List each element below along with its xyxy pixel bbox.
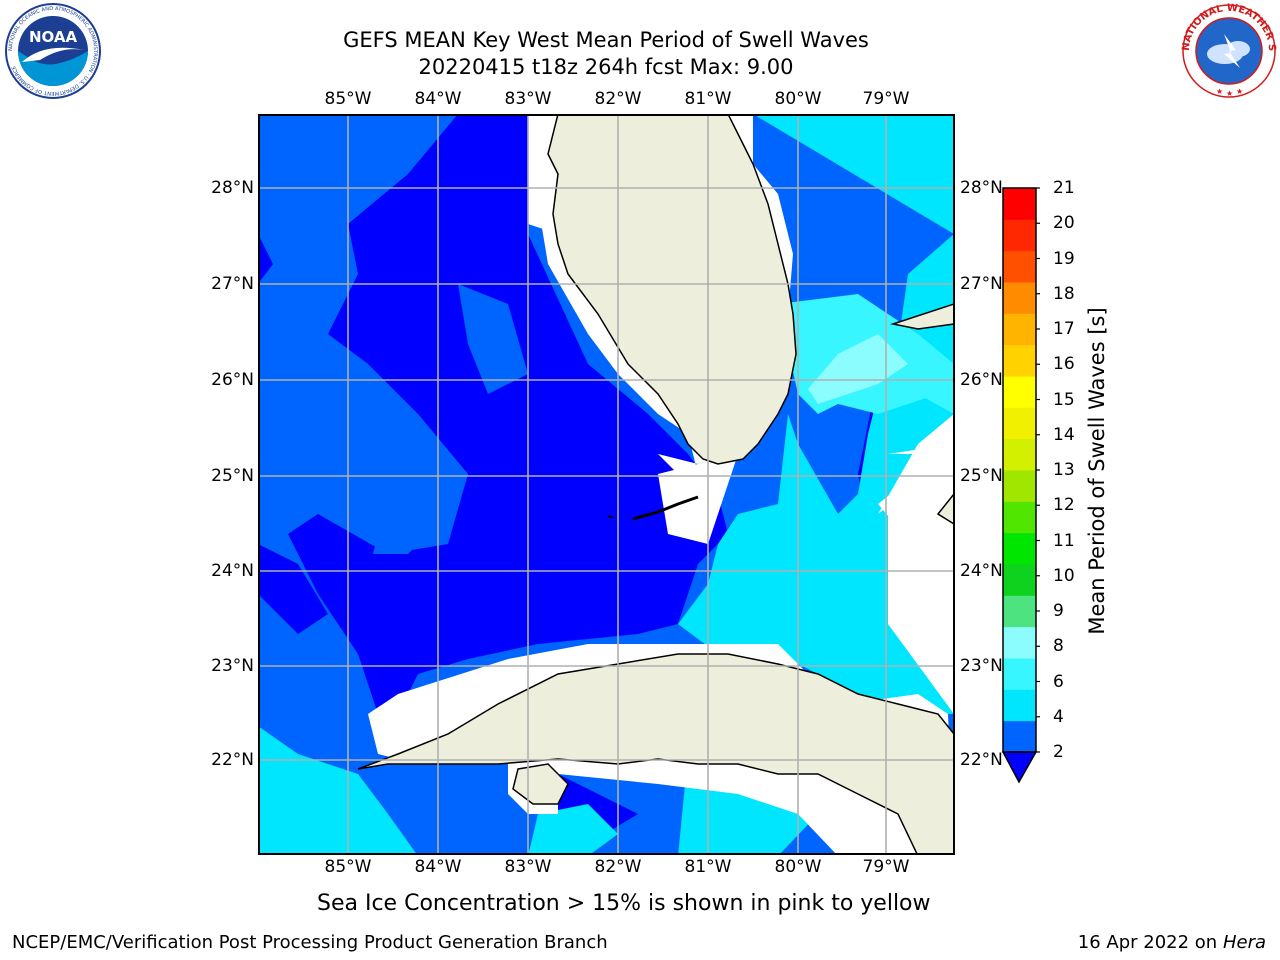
cuba-land — [357, 653, 954, 854]
colorbar-tick-label: 21 — [1053, 178, 1075, 198]
footer-host: Hera — [1222, 932, 1266, 953]
lat-label-left: 26°N — [211, 370, 254, 390]
colorbar-segment — [1003, 564, 1036, 596]
svg-text:★: ★ — [1226, 89, 1233, 98]
svg-text:★: ★ — [1216, 87, 1223, 96]
colorbar-segment — [1003, 344, 1036, 377]
lat-label-left: 27°N — [211, 274, 254, 294]
svg-text:★: ★ — [1236, 87, 1243, 96]
colorbar-segment — [1003, 250, 1036, 283]
colorbar-tick-label: 19 — [1053, 248, 1075, 269]
colorbar-tick-label: 15 — [1053, 389, 1075, 410]
lat-label-left: 25°N — [211, 466, 254, 486]
colorbar-segment — [1003, 282, 1036, 314]
nws-logo-icon: NATIONAL WEATHER SERVICE ★ ★ ★ — [1180, 2, 1277, 98]
colorbar-segment — [1003, 501, 1036, 534]
lon-label-bottom: 83°W — [504, 857, 552, 877]
colorbar-tick-label: 9 — [1053, 601, 1064, 621]
lat-label-right: 22°N — [960, 750, 1003, 770]
ocean-field-8-9s — [808, 334, 908, 404]
colorbar-tick-label: 16 — [1053, 354, 1075, 375]
colorbar-tick-label: 10 — [1053, 565, 1075, 586]
map-frame — [258, 114, 955, 855]
colorbar-segment — [1003, 407, 1036, 440]
lat-label-right: 24°N — [960, 561, 1003, 581]
lat-label-right: 28°N — [960, 178, 1003, 198]
colorbar-tick-label: 8 — [1053, 636, 1064, 657]
colorbar-segment — [1003, 720, 1036, 753]
lon-label-bottom: 81°W — [684, 857, 732, 877]
colorbar-segment — [1003, 470, 1036, 502]
colorbar-tick-label: 12 — [1053, 495, 1075, 516]
colorbar-tick-label: 18 — [1053, 283, 1075, 304]
lon-label-top: 85°W — [324, 89, 372, 109]
colorbar-tick-label: 17 — [1053, 319, 1075, 339]
lon-label-bottom: 80°W — [774, 857, 822, 877]
lon-label-top: 81°W — [684, 89, 732, 109]
colorbar-segment — [1003, 689, 1036, 722]
ocean-field-4-6s — [678, 115, 954, 714]
noaa-logo-icon: NOAA NATIONAL OCEANIC AND ATMOSPHERIC AD… — [5, 3, 101, 99]
colorbar-segment — [1003, 532, 1036, 565]
lat-label-right: 26°N — [960, 370, 1003, 390]
lon-label-bottom: 84°W — [414, 857, 462, 877]
colorbar-tick-label: 4 — [1053, 706, 1064, 727]
colorbar — [1001, 187, 1040, 784]
colorbar-segment — [1003, 658, 1036, 690]
colorbar-label: Mean Period of Swell Waves [s] — [1085, 307, 1109, 635]
colorbar-segment — [1003, 313, 1036, 346]
lat-label-left: 23°N — [211, 656, 254, 676]
lon-label-bottom: 79°W — [862, 857, 910, 877]
colorbar-segment — [1003, 438, 1036, 471]
lat-label-right: 27°N — [960, 274, 1003, 294]
lat-label-right: 25°N — [960, 466, 1003, 486]
chart-title-line1: GEFS MEAN Key West Mean Period of Swell … — [343, 28, 869, 52]
lon-label-top: 79°W — [862, 89, 910, 109]
colorbar-tick-label: 2 — [1053, 742, 1064, 762]
noaa-logo-text: NOAA — [29, 28, 78, 46]
chart-title-line2: 20220415 t18z 264h fcst Max: 9.00 — [418, 55, 794, 79]
colorbar-segment — [1003, 188, 1036, 220]
colorbar-segment — [1003, 219, 1036, 252]
lon-label-top: 84°W — [414, 89, 462, 109]
footer-date-text: 16 Apr 2022 on — [1077, 932, 1223, 953]
lon-label-bottom: 82°W — [594, 857, 642, 877]
lat-label-right: 23°N — [960, 656, 1003, 676]
lon-label-bottom: 85°W — [324, 857, 372, 877]
colorbar-tick-label: 20 — [1053, 213, 1075, 234]
lon-label-top: 82°W — [594, 89, 642, 109]
lat-label-left: 22°N — [211, 750, 254, 770]
map-gridlines — [259, 115, 954, 854]
lon-label-top: 80°W — [774, 89, 822, 109]
colorbar-tick-label: 11 — [1053, 530, 1075, 551]
colorbar-segment — [1003, 376, 1036, 408]
lat-label-left: 28°N — [211, 178, 254, 198]
florida-land — [547, 115, 797, 465]
colorbar-tick-label: 14 — [1053, 424, 1075, 445]
colorbar-segment — [1003, 595, 1036, 628]
colorbar-tick-label: 6 — [1053, 671, 1064, 692]
colorbar-segment — [1003, 626, 1036, 659]
footer-date: 16 Apr 2022 on Hera — [1078, 932, 1266, 953]
sea-ice-caption: Sea Ice Concentration > 15% is shown in … — [317, 891, 931, 916]
colorbar-tick-label: 13 — [1053, 460, 1075, 480]
lat-label-left: 24°N — [211, 561, 254, 581]
footer-producer: NCEP/EMC/Verification Post Processing Pr… — [12, 932, 608, 953]
lon-label-top: 83°W — [504, 89, 552, 109]
swell-period-map — [258, 114, 955, 855]
